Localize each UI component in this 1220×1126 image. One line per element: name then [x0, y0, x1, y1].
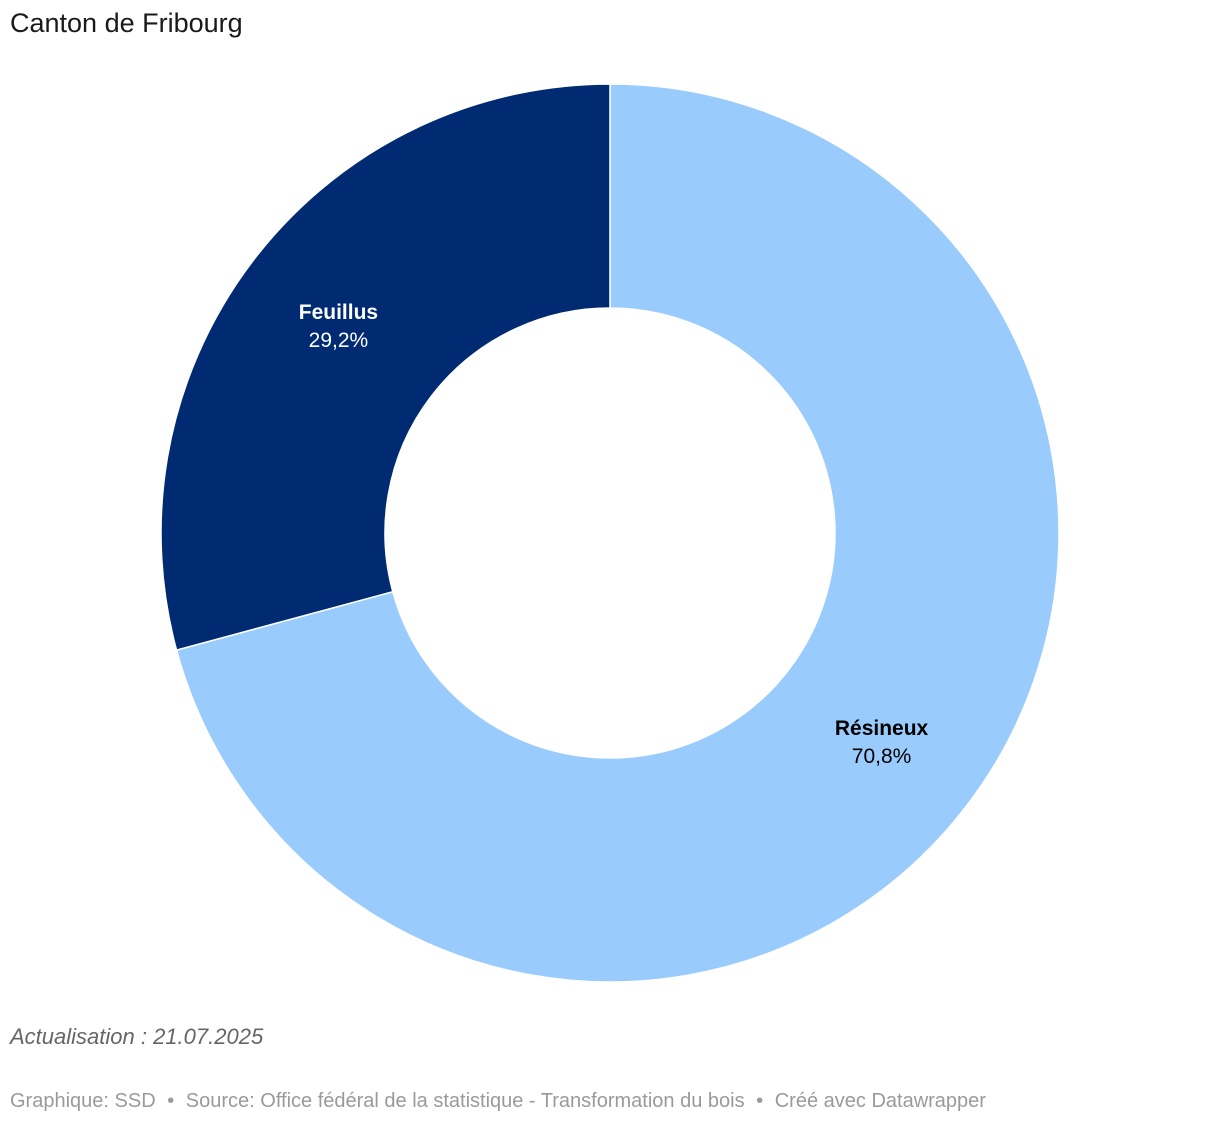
- donut-chart: Résineux 70,8% Feuillus 29,2%: [160, 83, 1060, 983]
- slice-label-resineux: Résineux: [835, 717, 929, 740]
- slice-resineux: [175, 83, 1060, 983]
- footer-datawrapper-link[interactable]: Créé avec Datawrapper: [774, 1090, 986, 1112]
- footer-source: Source: Office fédéral de la statistique…: [185, 1090, 745, 1112]
- update-note: Actualisation : 21.07.2025: [10, 1024, 264, 1049]
- chart-title: Canton de Fribourg: [10, 8, 243, 38]
- footer-separator: •: [756, 1090, 764, 1112]
- footer-graphique: Graphique: SSD: [10, 1090, 156, 1112]
- slice-value-resineux: 70,8%: [852, 745, 912, 768]
- slice-feuillus: [160, 83, 611, 652]
- slice-label-feuillus: Feuillus: [299, 301, 378, 324]
- footer-separator: •: [167, 1090, 175, 1112]
- footer: Graphique: SSD • Source: Office fédéral …: [10, 1090, 986, 1113]
- slice-value-feuillus: 29,2%: [309, 329, 369, 352]
